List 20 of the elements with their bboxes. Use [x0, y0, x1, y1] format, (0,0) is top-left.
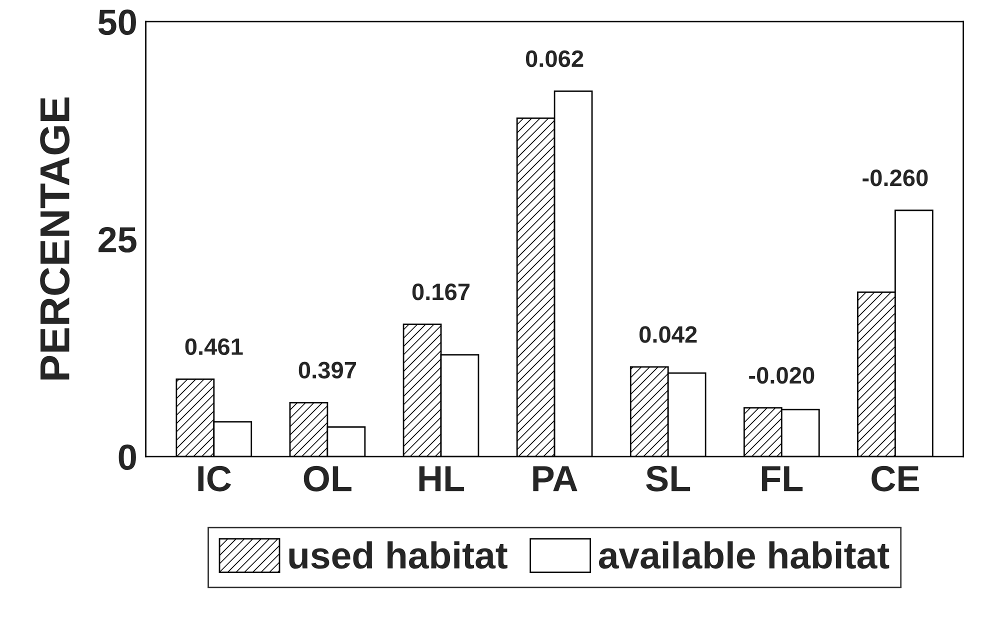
annotation: 0.397 [298, 362, 356, 379]
x-tick-label: FL [762, 466, 803, 492]
annotation: -0.260 [862, 170, 928, 186]
x-tick-label: IC [198, 466, 231, 492]
x-tick-label: SL [646, 466, 690, 492]
annotation: 0.042 [639, 326, 697, 343]
y-axis-title: PERCENTAGE [40, 98, 70, 380]
annotation: -0.020 [749, 367, 814, 384]
legend-label: used habitat [289, 541, 508, 569]
annotation: 0.461 [185, 338, 243, 356]
x-tick-label: OL [304, 466, 352, 492]
x-tick-label: CE [872, 466, 919, 492]
y-tick-label: 0 [118, 444, 136, 470]
annotation: 0.167 [412, 284, 470, 300]
annotation: 0.062 [526, 50, 584, 68]
y-tick-label: 50 [98, 9, 136, 36]
y-tick-label: 25 [98, 226, 136, 253]
legend-label: available habitat [598, 541, 890, 569]
x-tick-label: HL [419, 466, 464, 492]
x-tick-label: PA [533, 466, 578, 492]
